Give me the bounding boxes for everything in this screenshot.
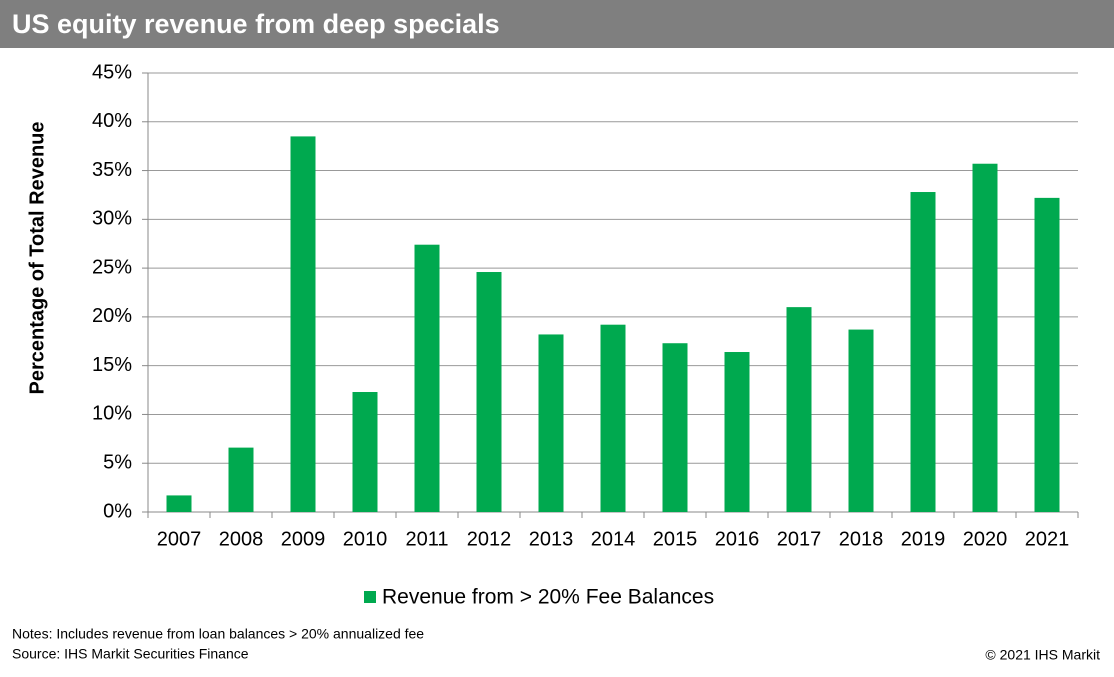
bar — [476, 272, 502, 512]
x-tick-label: 2016 — [715, 528, 760, 550]
bar — [228, 447, 254, 512]
x-tick-label: 2010 — [343, 528, 388, 550]
y-tick-label: 20% — [92, 305, 132, 327]
y-tick-label: 5% — [103, 452, 132, 474]
y-axis-label: Percentage of Total Revenue — [26, 121, 48, 394]
x-tick-label: 2008 — [219, 528, 264, 550]
bar — [724, 352, 750, 512]
bar — [972, 163, 998, 512]
y-tick-label: 40% — [92, 110, 132, 132]
x-tick-label: 2021 — [1025, 528, 1070, 550]
x-tick-label: 2017 — [777, 528, 822, 550]
bar — [662, 343, 688, 512]
bar — [166, 495, 192, 512]
bar — [600, 324, 626, 512]
bar — [848, 329, 874, 512]
y-tick-label: 25% — [92, 256, 132, 278]
bar — [538, 334, 564, 512]
legend-swatch — [364, 591, 376, 603]
x-tick-label: 2012 — [467, 528, 512, 550]
x-tick-label: 2020 — [963, 528, 1008, 550]
x-tick-label: 2019 — [901, 528, 946, 550]
bar — [786, 307, 812, 512]
x-tick-label: 2015 — [653, 528, 698, 550]
bar — [414, 244, 440, 512]
x-tick-label: 2007 — [157, 528, 202, 550]
title-bar — [0, 0, 1114, 48]
notes: Notes: Includes revenue from loan balanc… — [12, 626, 424, 642]
x-tick-label: 2013 — [529, 528, 574, 550]
y-tick-label: 30% — [92, 208, 132, 230]
x-tick-label: 2014 — [591, 528, 636, 550]
x-tick-label: 2018 — [839, 528, 884, 550]
bar — [290, 136, 316, 512]
source: Source: IHS Markit Securities Finance — [12, 646, 249, 662]
chart-title: US equity revenue from deep specials — [12, 9, 500, 39]
y-tick-label: 35% — [92, 159, 132, 181]
y-tick-label: 45% — [92, 61, 132, 83]
bar — [1034, 197, 1060, 513]
bar — [910, 192, 936, 513]
copyright: © 2021 IHS Markit — [985, 647, 1100, 663]
legend-label: Revenue from > 20% Fee Balances — [382, 586, 714, 609]
y-tick-label: 0% — [103, 500, 132, 522]
y-tick-label: 15% — [92, 354, 132, 376]
y-tick-label: 10% — [92, 403, 132, 425]
x-tick-label: 2009 — [281, 528, 326, 550]
x-tick-label: 2011 — [405, 528, 448, 550]
bar — [352, 392, 378, 512]
